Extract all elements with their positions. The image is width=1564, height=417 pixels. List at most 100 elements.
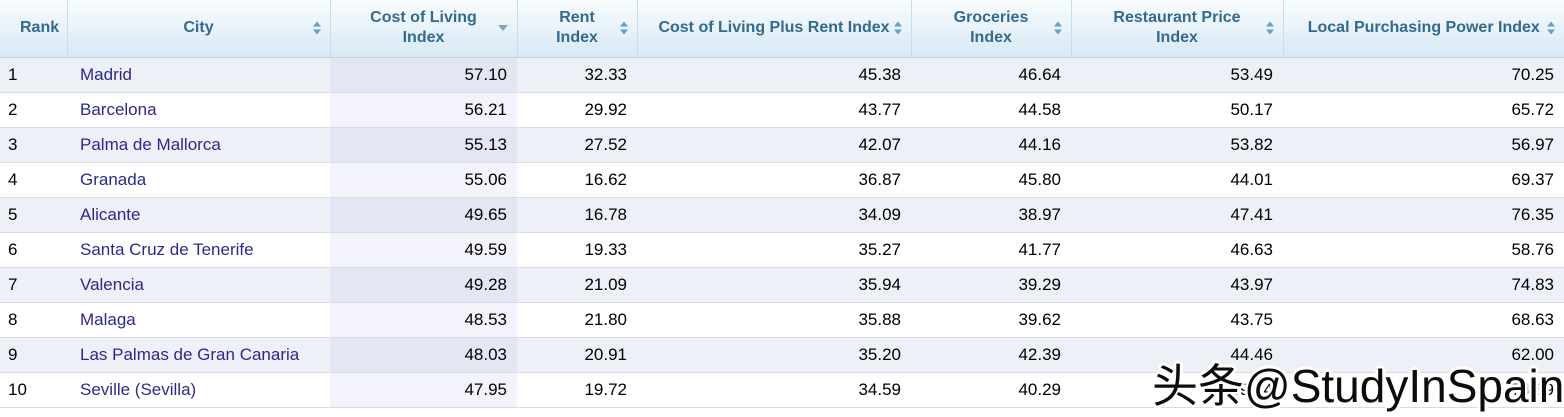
restaurant-cell: 50.17 bbox=[1071, 92, 1283, 128]
city-link[interactable]: Madrid bbox=[67, 57, 330, 93]
purchasing-power-cell: 76.35 bbox=[1283, 197, 1564, 233]
column-header-rent-index[interactable]: Rent Index bbox=[517, 0, 638, 58]
column-header-groceries-index[interactable]: Groceries Index bbox=[911, 0, 1072, 58]
city-link[interactable]: Barcelona bbox=[67, 92, 330, 128]
restaurant-cell: 47.41 bbox=[1071, 197, 1283, 233]
rent-cell: 32.33 bbox=[517, 57, 637, 93]
table-row: 2 Barcelona 56.21 29.92 43.77 44.58 50.1… bbox=[0, 92, 1564, 128]
cost-of-living-cell: 48.53 bbox=[330, 302, 517, 338]
rank-cell: 1 bbox=[0, 57, 67, 93]
groceries-cell: 42.39 bbox=[911, 337, 1071, 373]
rank-cell: 5 bbox=[0, 197, 67, 233]
rank-cell: 3 bbox=[0, 127, 67, 163]
purchasing-power-cell: 62.00 bbox=[1283, 337, 1564, 373]
groceries-cell: 44.58 bbox=[911, 92, 1071, 128]
restaurant-cell: 53.82 bbox=[1071, 127, 1283, 163]
restaurant-cell: 43.97 bbox=[1071, 267, 1283, 303]
groceries-cell: 44.16 bbox=[911, 127, 1071, 163]
groceries-cell: 38.97 bbox=[911, 197, 1071, 233]
rank-cell: 9 bbox=[0, 337, 67, 373]
column-header-cost-of-living-index[interactable]: Cost of Living Index bbox=[330, 0, 518, 58]
city-link[interactable]: Santa Cruz de Tenerife bbox=[67, 232, 330, 268]
table-header: Rank City Cost of Living Index Rent Inde… bbox=[0, 0, 1564, 58]
table-row: 1 Madrid 57.10 32.33 45.38 46.64 53.49 7… bbox=[0, 57, 1564, 93]
col-plus-rent-cell: 43.77 bbox=[637, 92, 911, 128]
table-row: 8 Malaga 48.53 21.80 35.88 39.62 43.75 6… bbox=[0, 302, 1564, 338]
table-row: 9 Las Palmas de Gran Canaria 48.03 20.91… bbox=[0, 337, 1564, 373]
groceries-cell: 45.80 bbox=[911, 162, 1071, 198]
table-row: 5 Alicante 49.65 16.78 34.09 38.97 47.41… bbox=[0, 197, 1564, 233]
restaurant-cell: 44.46 bbox=[1071, 337, 1283, 373]
rent-cell: 21.09 bbox=[517, 267, 637, 303]
city-link[interactable]: Palma de Mallorca bbox=[67, 127, 330, 163]
restaurant-cell: 46.63 bbox=[1071, 232, 1283, 268]
column-label: Rent Index bbox=[556, 9, 598, 47]
sort-descending-icon[interactable] bbox=[497, 25, 508, 32]
sort-both-icon[interactable] bbox=[619, 21, 628, 35]
column-label: Restaurant Price Index bbox=[1113, 9, 1241, 47]
groceries-cell: 39.29 bbox=[911, 267, 1071, 303]
rank-cell: 2 bbox=[0, 92, 67, 128]
column-header-rank[interactable]: Rank bbox=[0, 0, 68, 58]
purchasing-power-cell: 74.83 bbox=[1283, 267, 1564, 303]
sort-both-icon[interactable] bbox=[1547, 21, 1555, 35]
column-header-restaurant-price-index[interactable]: Restaurant Price Index bbox=[1071, 0, 1284, 58]
rent-cell: 16.78 bbox=[517, 197, 637, 233]
city-link[interactable]: Alicante bbox=[67, 197, 330, 233]
column-label: City bbox=[183, 19, 214, 37]
sort-both-icon[interactable] bbox=[893, 21, 902, 35]
header-row: Rank City Cost of Living Index Rent Inde… bbox=[0, 0, 1564, 58]
purchasing-power-cell: 65.72 bbox=[1283, 92, 1564, 128]
table-row: 6 Santa Cruz de Tenerife 49.59 19.33 35.… bbox=[0, 232, 1564, 268]
table-row: 3 Palma de Mallorca 55.13 27.52 42.07 44… bbox=[0, 127, 1564, 163]
cost-of-living-table: Rank City Cost of Living Index Rent Inde… bbox=[0, 0, 1564, 408]
col-plus-rent-cell: 36.87 bbox=[637, 162, 911, 198]
restaurant-cell: 43.75 bbox=[1071, 302, 1283, 338]
rent-cell: 19.72 bbox=[517, 372, 637, 408]
cost-of-living-cell: 49.59 bbox=[330, 232, 517, 268]
column-label: Local Purchasing Power Index bbox=[1307, 19, 1540, 37]
city-link[interactable]: Valencia bbox=[67, 267, 330, 303]
col-plus-rent-cell: 42.07 bbox=[637, 127, 911, 163]
groceries-cell: 40.29 bbox=[911, 372, 1071, 408]
rent-cell: 19.33 bbox=[517, 232, 637, 268]
purchasing-power-cell: 68.63 bbox=[1283, 302, 1564, 338]
col-plus-rent-cell: 35.20 bbox=[637, 337, 911, 373]
col-plus-rent-cell: 45.38 bbox=[637, 57, 911, 93]
cost-of-living-cell: 49.65 bbox=[330, 197, 517, 233]
restaurant-cell: 39.74 bbox=[1071, 372, 1283, 408]
cost-of-living-cell: 56.21 bbox=[330, 92, 517, 128]
column-header-city[interactable]: City bbox=[67, 0, 331, 58]
purchasing-power-cell: 56.97 bbox=[1283, 127, 1564, 163]
column-label: Rank bbox=[20, 19, 60, 37]
purchasing-power-cell: 70.25 bbox=[1283, 57, 1564, 93]
groceries-cell: 46.64 bbox=[911, 57, 1071, 93]
cost-of-living-cell: 47.95 bbox=[330, 372, 517, 408]
purchasing-power-cell: 74.69 bbox=[1283, 372, 1564, 408]
rank-cell: 7 bbox=[0, 267, 67, 303]
sort-both-icon[interactable] bbox=[1265, 21, 1274, 35]
table-row: 7 Valencia 49.28 21.09 35.94 39.29 43.97… bbox=[0, 267, 1564, 303]
city-link[interactable]: Malaga bbox=[67, 302, 330, 338]
purchasing-power-cell: 69.37 bbox=[1283, 162, 1564, 198]
col-plus-rent-cell: 35.94 bbox=[637, 267, 911, 303]
city-link[interactable]: Seville (Sevilla) bbox=[67, 372, 330, 408]
city-link[interactable]: Granada bbox=[67, 162, 330, 198]
table-row: 10 Seville (Sevilla) 47.95 19.72 34.59 4… bbox=[0, 372, 1564, 408]
column-header-cost-of-living-plus-rent-index[interactable]: Cost of Living Plus Rent Index bbox=[637, 0, 912, 58]
city-link[interactable]: Las Palmas de Gran Canaria bbox=[67, 337, 330, 373]
rent-cell: 21.80 bbox=[517, 302, 637, 338]
col-plus-rent-cell: 34.59 bbox=[637, 372, 911, 408]
restaurant-cell: 44.01 bbox=[1071, 162, 1283, 198]
rank-cell: 4 bbox=[0, 162, 67, 198]
cost-of-living-cell: 49.28 bbox=[330, 267, 517, 303]
sort-both-icon[interactable] bbox=[1053, 21, 1062, 35]
col-plus-rent-cell: 35.27 bbox=[637, 232, 911, 268]
col-plus-rent-cell: 35.88 bbox=[637, 302, 911, 338]
groceries-cell: 39.62 bbox=[911, 302, 1071, 338]
column-header-local-purchasing-power-index[interactable]: Local Purchasing Power Index bbox=[1283, 0, 1564, 58]
sort-both-icon[interactable] bbox=[312, 21, 321, 35]
rent-cell: 27.52 bbox=[517, 127, 637, 163]
rank-cell: 6 bbox=[0, 232, 67, 268]
